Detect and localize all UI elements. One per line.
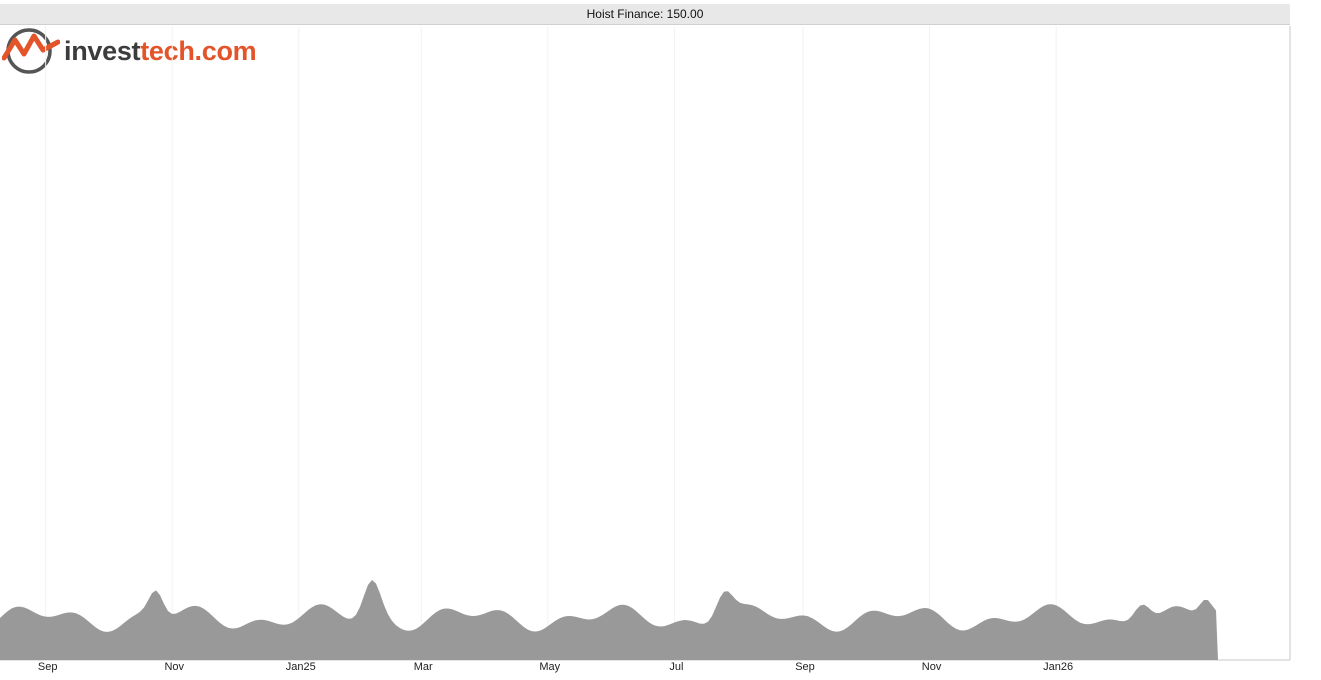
logo-text: investtech.com: [64, 35, 257, 67]
x-tick-label: Nov: [164, 661, 184, 673]
investtech-logo: investtech.com: [2, 28, 257, 74]
x-tick-label: May: [539, 661, 560, 673]
x-tick-label: Mar: [414, 661, 433, 673]
x-tick-label: Sep: [795, 661, 815, 673]
x-axis: Sep Nov Jan25 Mar May Jul Sep Nov Jan26: [38, 661, 1073, 673]
grid-lines: [0, 26, 1291, 661]
x-tick-label: Jul: [669, 661, 683, 673]
x-tick-label: Sep: [38, 661, 58, 673]
x-tick-label: Jan25: [286, 661, 316, 673]
logo-text-prefix: invest: [64, 35, 141, 66]
x-tick-label: Jan26: [1043, 661, 1073, 673]
logo-text-suffix: tech.com: [140, 35, 257, 66]
volume-shape: [0, 580, 1218, 660]
chart-title: Hoist Finance: 150.00: [0, 4, 1290, 25]
volume-area: [0, 580, 1218, 660]
x-tick-label: Nov: [922, 661, 942, 673]
